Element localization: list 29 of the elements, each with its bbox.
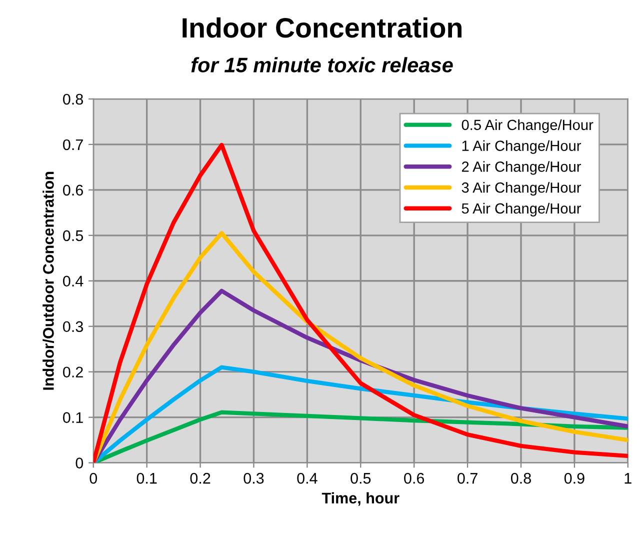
y-tick-label: 0.7	[63, 139, 83, 150]
x-axis-title: Time, hour	[322, 492, 400, 506]
x-tick-label: 0.3	[244, 472, 264, 484]
x-tick-label: 0.9	[564, 472, 584, 484]
x-tick-label: 0.4	[297, 472, 318, 484]
chart-subtitle: for 15 minute toxic release	[191, 57, 453, 72]
legend-label: 5 Air Change/Hour	[462, 202, 581, 217]
x-tick-label: 0.8	[510, 472, 531, 484]
legend-label: 2 Air Change/Hour	[462, 161, 581, 175]
legend-label: 1 Air Change/Hour	[462, 140, 581, 154]
x-tick-label: 0.7	[458, 472, 478, 484]
y-tick-label: 0.4	[63, 276, 84, 287]
y-tick-label: 0	[76, 458, 84, 468]
x-tick-label: 0.5	[350, 472, 371, 484]
y-axis-title: Inddor/Outdoor Concentration	[42, 172, 54, 390]
y-tick-label: 0.5	[63, 230, 84, 242]
legend-label: 0.5 Air Change/Hour	[462, 119, 594, 133]
chart-title: Indoor Concentration	[182, 17, 462, 38]
y-tick-label: 0.8	[63, 94, 83, 105]
y-tick-label: 0.3	[63, 321, 83, 332]
y-tick-label: 0.6	[63, 184, 83, 196]
x-tick-label: 0.2	[190, 472, 210, 484]
y-tick-label: 0.2	[63, 366, 83, 378]
x-tick-label: 0	[90, 472, 98, 484]
legend-label: 3 Air Change/Hour	[462, 182, 581, 196]
x-tick-label: 1	[624, 473, 632, 484]
x-tick-label: 0.1	[136, 472, 157, 484]
x-tick-label: 0.6	[404, 472, 424, 484]
y-tick-label: 0.1	[63, 412, 83, 423]
